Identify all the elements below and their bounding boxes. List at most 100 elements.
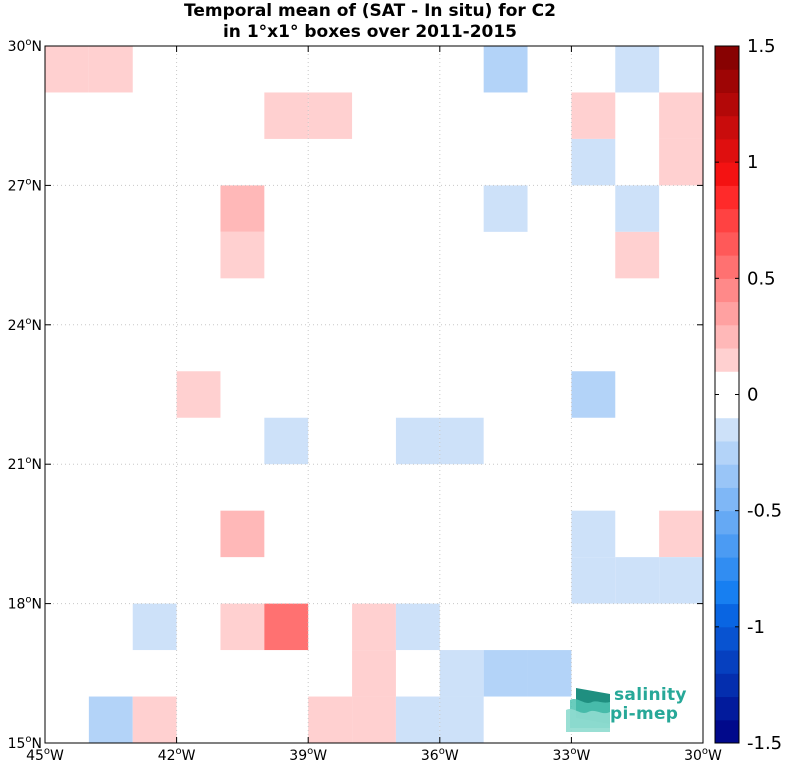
colorbar-swatch [715, 348, 739, 372]
heatmap-cell [659, 92, 703, 139]
heatmap-cell [176, 371, 221, 418]
colorbar-swatch [715, 371, 739, 395]
colorbar-swatch [715, 115, 739, 140]
heatmap-cell [527, 650, 572, 697]
colorbar-swatch [715, 162, 739, 186]
colorbar-swatch [715, 417, 739, 442]
heatmap-cell [571, 557, 616, 604]
y-tick-label: 27oN [8, 176, 42, 194]
heatmap-cells [45, 46, 703, 743]
heatmap-cell [88, 696, 133, 743]
x-tick-label: 42oW [158, 746, 196, 763]
heatmap-cell [220, 231, 265, 279]
colorbar-swatch [715, 255, 739, 279]
y-tick-label: 24oN [8, 316, 42, 334]
salinity-pi-mep-logo: salinity pi-mep [566, 684, 696, 732]
colorbar-swatch [715, 231, 739, 256]
heatmap-cell [659, 138, 703, 186]
heatmap-cell [45, 46, 89, 93]
colorbar-swatch [715, 301, 739, 326]
grid-lines [45, 46, 703, 743]
heatmap-cell [615, 185, 660, 232]
colorbar-swatch [715, 487, 739, 512]
colorbar-swatch [715, 208, 739, 233]
heatmap-cell [352, 603, 396, 651]
colorbar: 1.5 1 0.5 0 -0.5 -1 -1.5 [714, 36, 782, 754]
colorbar-tick-label: 0.5 [747, 268, 776, 289]
colorbar-swatch [715, 626, 739, 651]
heatmap-cell [659, 510, 703, 558]
chart-title-line-2: in 1°x1° boxes over 2011-2015 [222, 22, 518, 42]
colorbar-swatch [715, 69, 739, 93]
colorbar-tick-label: 1 [747, 152, 758, 173]
colorbar-swatch [715, 603, 739, 628]
heatmap-cell [571, 371, 616, 418]
heatmap-cell [439, 650, 484, 697]
heatmap-cell [88, 46, 133, 93]
heatmap-cell [308, 92, 353, 139]
heatmap-cell [615, 231, 660, 279]
logo-text-pi-mep: pi-mep [610, 704, 679, 724]
heatmap-cell [132, 603, 177, 651]
colorbar-tick-label: 1.5 [747, 36, 776, 57]
heatmap-cell [264, 92, 309, 139]
heatmap-cell [571, 138, 616, 186]
colorbar-swatch [715, 185, 739, 210]
colorbar-swatch [715, 510, 739, 535]
heatmap-cell [220, 603, 265, 651]
colorbar-tick-label: -1 [747, 617, 765, 638]
colorbar-swatch [715, 673, 739, 698]
heatmap-cell [439, 417, 484, 465]
colorbar-swatch [715, 533, 739, 558]
y-tick-label: 18oN [8, 595, 42, 613]
heatmap-cell [395, 696, 440, 743]
heatmap-cell [308, 696, 353, 743]
heatmap-cell [352, 650, 396, 697]
heatmap-cell [483, 46, 528, 93]
colorbar-swatch [715, 440, 739, 465]
y-tick-label: 30oN [8, 37, 42, 55]
heatmap-cell [132, 696, 177, 743]
colorbar-swatch [715, 580, 739, 605]
heatmap-cell [571, 510, 616, 558]
colorbar-swatch [715, 324, 739, 349]
heatmap-cell [615, 557, 660, 604]
colorbar-tick-label: -1.5 [747, 733, 782, 754]
x-tick-label: 39oW [289, 746, 327, 763]
heatmap-cell [483, 650, 528, 697]
colorbar-swatch [715, 138, 739, 163]
colorbar-swatch [715, 464, 739, 488]
colorbar-swatch [715, 696, 739, 721]
heatmap-cell [571, 92, 616, 139]
colorbar-swatch [715, 278, 739, 303]
y-axis: 15oN 18oN 21oN 24oN 27oN 30oN [8, 37, 703, 752]
x-tick-label: 30oW [684, 746, 722, 763]
heatmap-cell [220, 510, 265, 558]
x-tick-label: 33oW [553, 746, 591, 763]
heatmap-cell [352, 696, 396, 743]
heatmap-cell [264, 417, 309, 465]
colorbar-swatch [715, 394, 739, 419]
x-tick-label: 45oW [26, 746, 64, 763]
colorbar-tick-label: 0 [747, 385, 758, 406]
heatmap-cell [483, 185, 528, 232]
heatmap-cell [439, 696, 484, 743]
colorbar-swatch [715, 719, 739, 744]
plot-frame [44, 45, 704, 744]
x-tick-label: 36oW [421, 746, 459, 763]
heatmap-cell [395, 603, 440, 651]
colorbar-swatch [715, 557, 739, 581]
chart-title-line-1: Temporal mean of (SAT - In situ) for C2 [184, 1, 556, 21]
heatmap-cell [659, 557, 703, 604]
x-axis: 45oW 42oW 39oW 36oW 33oW 30oW [26, 46, 722, 763]
wave-logo-icon [566, 688, 610, 732]
colorbar-swatch [715, 92, 739, 117]
logo-text-salinity: salinity [614, 685, 687, 705]
colorbar-tick-label: -0.5 [747, 501, 782, 522]
colorbar-swatch [715, 46, 739, 70]
heatmap-cell [264, 603, 309, 651]
y-tick-label: 15oN [8, 734, 42, 752]
y-tick-label: 21oN [8, 455, 42, 473]
colorbar-swatch [715, 650, 739, 674]
